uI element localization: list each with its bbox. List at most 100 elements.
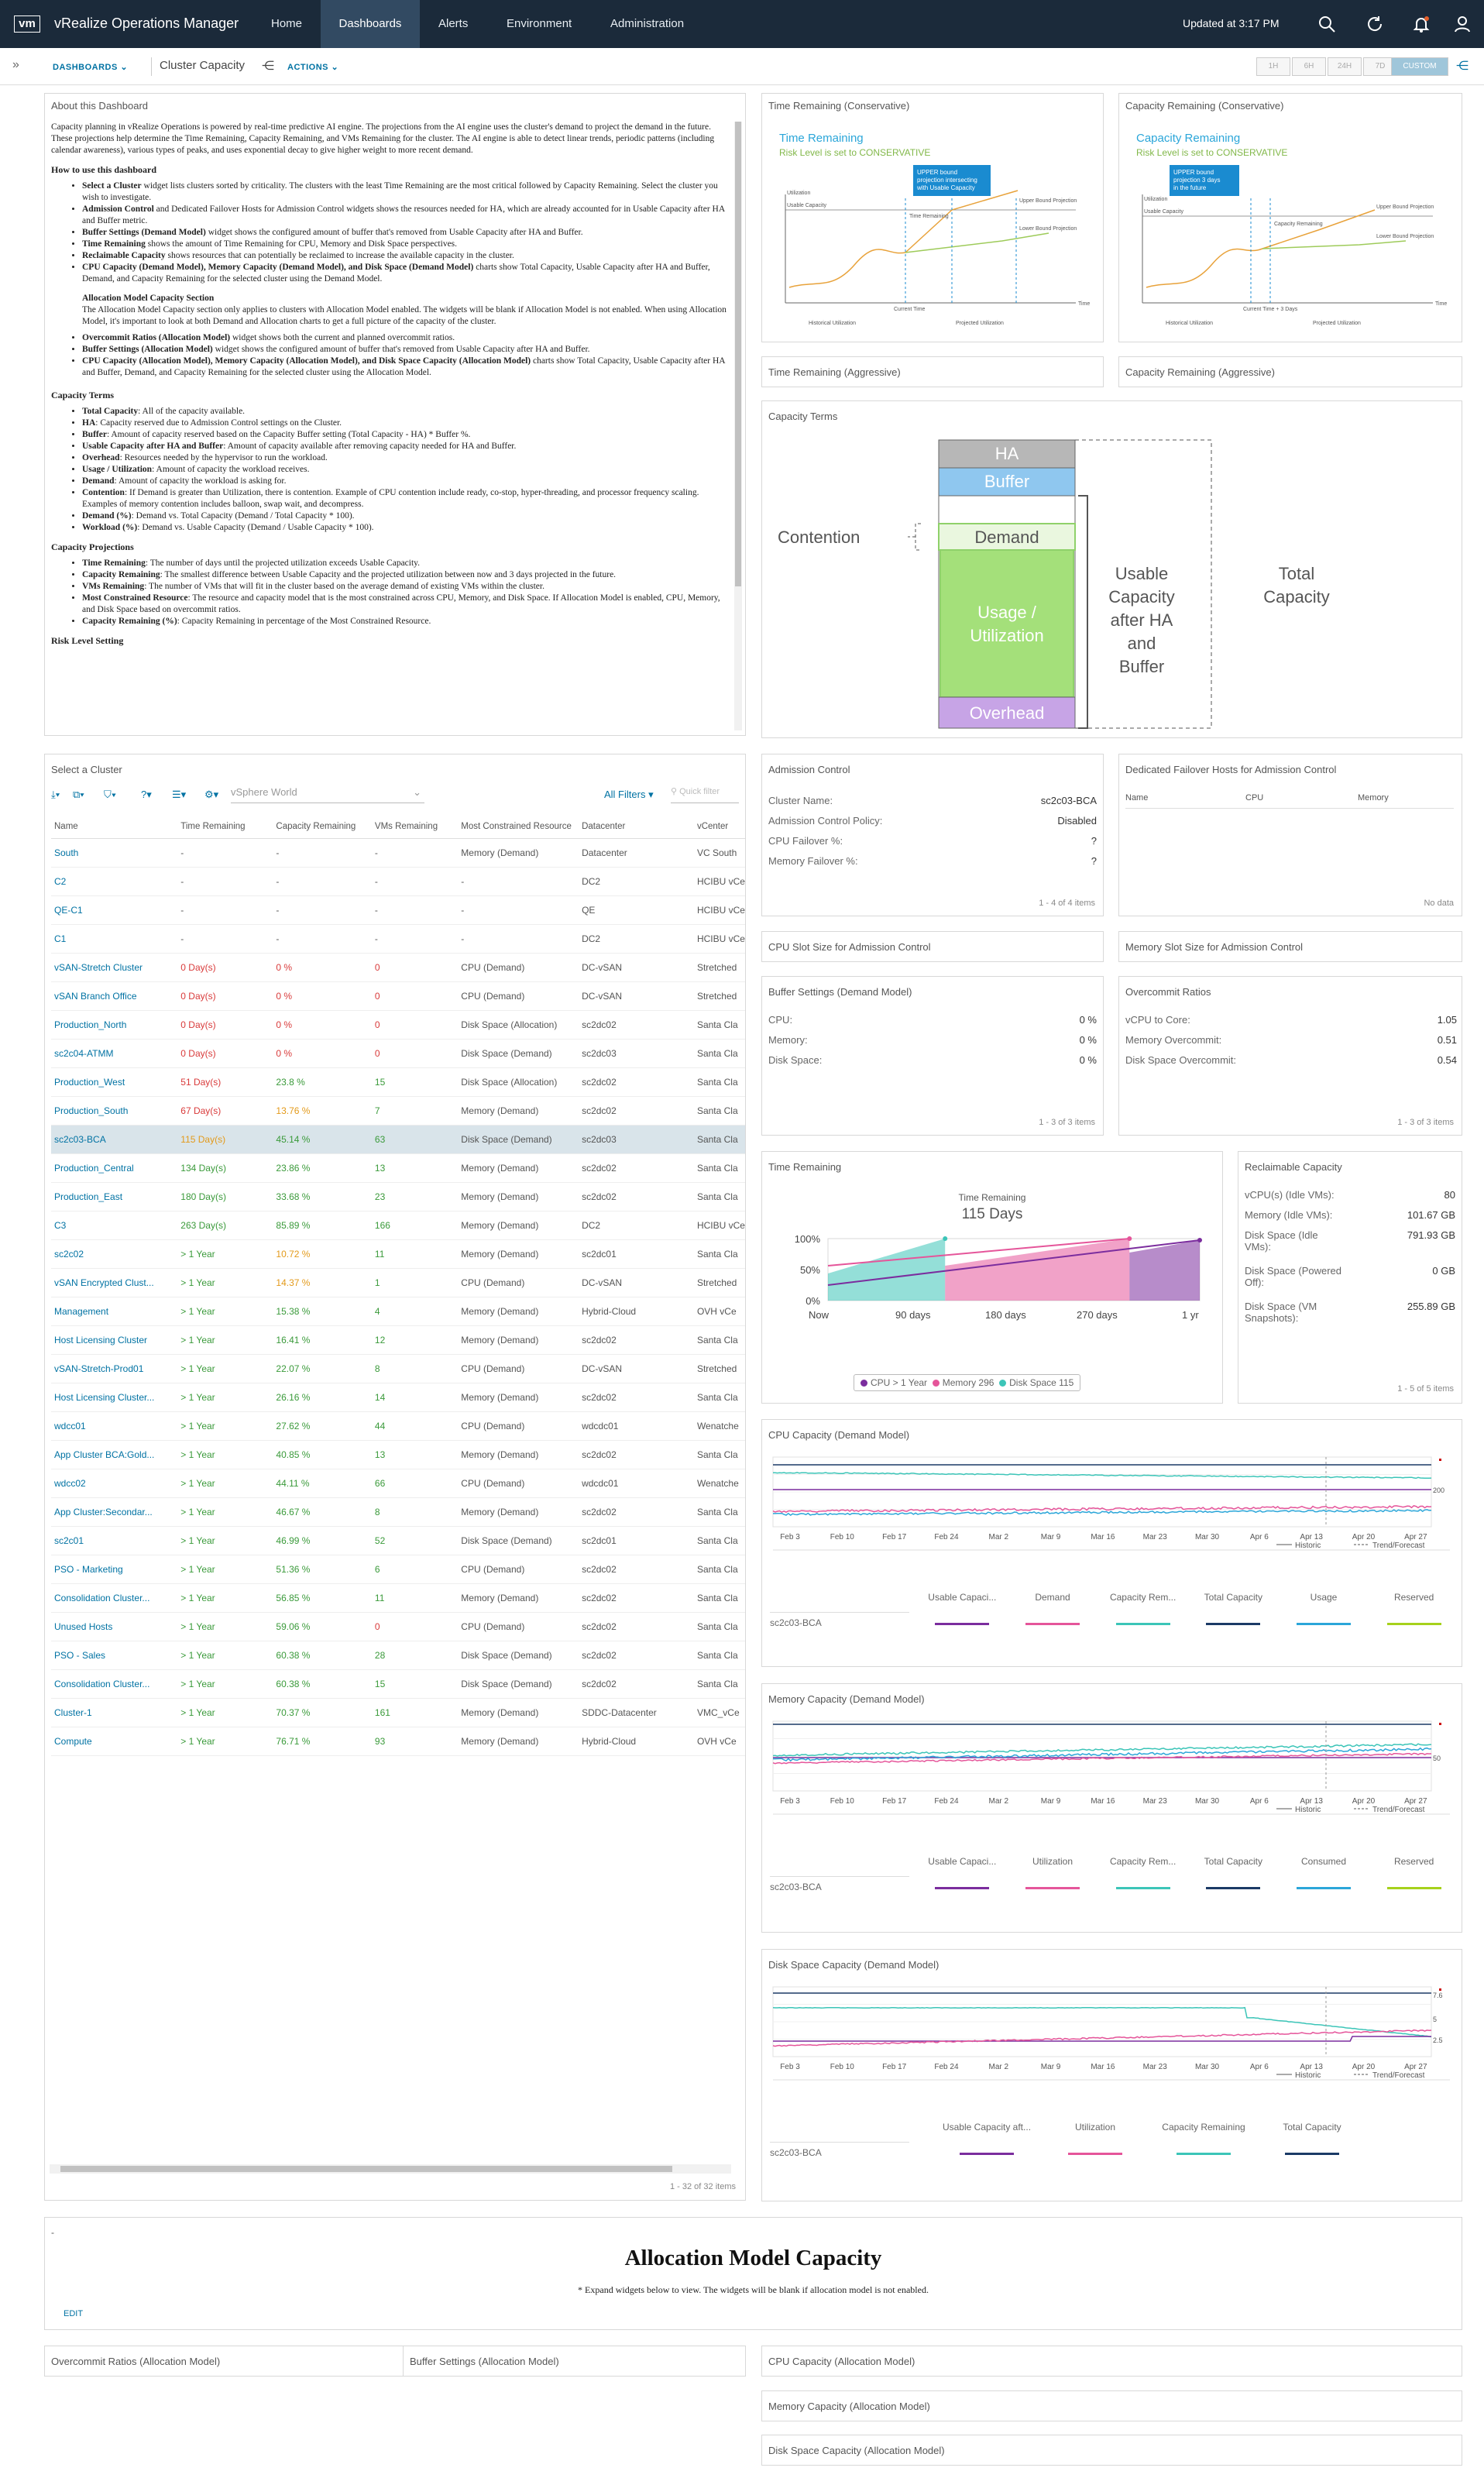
time-remaining-aggressive-widget[interactable]: Time Remaining (Aggressive) — [761, 356, 1104, 387]
legend-cpu[interactable]: CPU > 1 Year — [861, 1377, 927, 1388]
table-row[interactable]: PSO - Marketing > 1 Year 51.36 % 6 CPU (Dema… — [51, 1555, 745, 1584]
object-name[interactable]: sc2c03-BCA — [770, 1612, 909, 1628]
horizontal-scrollbar[interactable] — [50, 2164, 731, 2174]
cluster-name-link[interactable]: Management — [51, 1297, 178, 1326]
toolbar-help-icon[interactable]: ?▾ — [141, 789, 152, 800]
table-row[interactable]: wdcc02 > 1 Year 44.11 % 66 CPU (Demand) wdcdc… — [51, 1469, 745, 1498]
table-row[interactable]: vSAN Branch Office 0 Day(s) 0 % 0 CPU (Deman… — [51, 981, 745, 1011]
series-header[interactable]: Consumed — [1300, 1856, 1347, 1867]
cluster-name-link[interactable]: vSAN Encrypted Clust... — [51, 1268, 178, 1297]
table-row[interactable]: Host Licensing Cluster > 1 Year 16.41 % 12 M… — [51, 1325, 745, 1355]
series-header[interactable]: Capacity Remaining — [1162, 2122, 1245, 2133]
table-row[interactable]: App Cluster:Secondar... > 1 Year 46.67 % 8 M… — [51, 1497, 745, 1527]
buffer-allocation-widget[interactable]: Buffer Settings (Allocation Model) — [403, 2346, 746, 2377]
cluster-name-link[interactable]: Production_South — [51, 1096, 178, 1126]
quick-filter-input[interactable]: ⚲ Quick filter — [671, 786, 739, 803]
toolbar-filter-icon[interactable]: ⛉▾ — [104, 789, 117, 800]
cluster-name-link[interactable]: Host Licensing Cluster... — [51, 1383, 178, 1412]
cluster-name-link[interactable]: QE-C1 — [51, 895, 178, 925]
table-row[interactable]: Production_West 51 Day(s) 23.8 % 15 Disk Spa… — [51, 1067, 745, 1097]
column-header[interactable]: Most Constrained Resource — [458, 815, 579, 839]
table-row[interactable]: C1- - - - DC2 HCIBU vCe — [51, 924, 745, 954]
refresh-icon[interactable] — [1365, 14, 1385, 34]
cluster-name-link[interactable]: Production_Central — [51, 1153, 178, 1183]
table-row[interactable]: sc2c02 > 1 Year 10.72 % 11 Memory (Demand) sc… — [51, 1239, 745, 1269]
cluster-name-link[interactable]: C2 — [51, 867, 178, 896]
legend-memory[interactable]: Memory 296 — [932, 1377, 994, 1388]
cluster-name-link[interactable]: Unused Hosts — [51, 1612, 178, 1641]
series-header[interactable]: Total Capacity — [1204, 1856, 1263, 1867]
column-header[interactable]: vCenter — [693, 815, 745, 839]
column-header[interactable]: Capacity Remaining — [273, 815, 372, 839]
cluster-name-link[interactable]: Consolidation Cluster... — [51, 1583, 178, 1613]
cluster-name-link[interactable]: Production_West — [51, 1067, 178, 1097]
column-header[interactable]: Datacenter — [579, 815, 694, 839]
table-row[interactable]: vSAN-Stretch-Prod01 > 1 Year 22.07 % 8 CPU (… — [51, 1354, 745, 1383]
expand-sidebar-icon[interactable]: » — [12, 58, 19, 71]
all-filters-button[interactable]: All Filters ▾ — [604, 789, 654, 800]
scrollbar[interactable] — [734, 122, 742, 730]
series-header[interactable]: Usable Capaci... — [928, 1856, 997, 1867]
table-row[interactable]: vSAN-Stretch Cluster 0 Day(s) 0 % 0 CPU (Dem… — [51, 953, 745, 982]
series-header[interactable]: Total Capacity — [1283, 2122, 1341, 2133]
table-row[interactable]: Consolidation Cluster... > 1 Year 56.85 % 1… — [51, 1583, 745, 1613]
table-row[interactable]: Production_South 67 Day(s) 13.76 % 7 Memory … — [51, 1096, 745, 1126]
cluster-name-link[interactable]: C3 — [51, 1211, 178, 1240]
search-icon[interactable] — [1317, 14, 1337, 34]
series-header[interactable]: Total Capacity — [1204, 1592, 1263, 1603]
object-name[interactable]: sc2c03-BCA — [770, 1876, 909, 1892]
table-row[interactable]: QE-C1- - - - QE HCIBU vCe — [51, 895, 745, 925]
table-row[interactable]: C2- - - - DC2 HCIBU vCe — [51, 867, 745, 896]
bell-icon[interactable] — [1411, 14, 1431, 34]
cluster-name-link[interactable]: Consolidation Cluster... — [51, 1669, 178, 1699]
column-header[interactable]: Memory — [1358, 793, 1389, 803]
cluster-name-link[interactable]: vSAN-Stretch Cluster — [51, 953, 178, 982]
column-header[interactable]: Name — [51, 815, 178, 839]
table-row[interactable]: C3 263 Day(s) 85.89 % 166 Memory (Demand) DC2… — [51, 1211, 745, 1240]
toolbar-list-icon[interactable]: ☰▾ — [172, 789, 187, 800]
memory-slot-size-widget[interactable]: Memory Slot Size for Admission Control — [1118, 931, 1462, 962]
cpu-allocation-widget[interactable]: CPU Capacity (Allocation Model) — [761, 2346, 1462, 2377]
disk-allocation-widget[interactable]: Disk Space Capacity (Allocation Model) — [761, 2435, 1462, 2466]
legend-disk[interactable]: Disk Space 115 — [999, 1377, 1073, 1388]
share-icon[interactable]: ⋲ — [262, 60, 274, 73]
share-dashboard-icon[interactable]: ⋲ — [1456, 60, 1469, 73]
table-row[interactable]: Management > 1 Year 15.38 % 4 Memory (Demand… — [51, 1297, 745, 1326]
nav-home[interactable]: Home — [271, 17, 303, 30]
cluster-name-link[interactable]: App Cluster BCA:Gold... — [51, 1440, 178, 1469]
cpu-slot-size-widget[interactable]: CPU Slot Size for Admission Control — [761, 931, 1104, 962]
cluster-name-link[interactable]: C1 — [51, 924, 178, 954]
user-icon[interactable] — [1453, 14, 1473, 34]
edit-button[interactable]: EDIT — [64, 2309, 84, 2318]
table-row[interactable]: Compute > 1 Year 76.71 % 93 Memory (Demand) H… — [51, 1727, 745, 1756]
table-row[interactable]: App Cluster BCA:Gold... > 1 Year 40.85 % 13… — [51, 1440, 745, 1469]
series-header[interactable]: Demand — [1035, 1592, 1070, 1603]
table-row[interactable]: South - - - Memory (Demand) Datacenter VC Sout… — [51, 838, 745, 868]
series-header[interactable]: Usable Capacity aft... — [942, 2122, 1032, 2133]
table-row[interactable]: Unused Hosts > 1 Year 59.06 % 0 CPU (Demand)… — [51, 1612, 745, 1641]
table-row[interactable]: Production_Central 134 Day(s) 23.86 % 13 Mem… — [51, 1153, 745, 1183]
series-header[interactable]: Reserved — [1393, 1592, 1434, 1603]
column-header[interactable]: Time Remaining — [177, 815, 273, 839]
time-range-6h[interactable]: 6H — [1292, 57, 1326, 76]
vsphere-world-select[interactable]: vSphere World ⌄ — [231, 786, 424, 803]
time-range-custom[interactable]: CUSTOM — [1391, 57, 1448, 76]
memory-allocation-widget[interactable]: Memory Capacity (Allocation Model) — [761, 2390, 1462, 2421]
column-header[interactable]: Name — [1125, 793, 1149, 803]
cluster-name-link[interactable]: sc2c02 — [51, 1239, 178, 1269]
toolbar-action-icon[interactable]: ⤓▾ — [51, 789, 60, 800]
cluster-name-link[interactable]: sc2c04-ATMM — [51, 1039, 178, 1068]
table-row[interactable]: PSO - Sales > 1 Year 60.38 % 28 Disk Space (… — [51, 1641, 745, 1670]
cluster-name-link[interactable]: Compute — [51, 1727, 178, 1756]
table-row[interactable]: Production_North 0 Day(s) 0 % 0 Disk Space (… — [51, 1010, 745, 1040]
toolbar-gear-icon[interactable]: ⚙▾ — [204, 789, 219, 800]
column-header[interactable]: VMs Remaining — [371, 815, 459, 839]
series-header[interactable]: Capacity Rem... — [1109, 1592, 1177, 1603]
cluster-name-link[interactable]: sc2c03-BCA — [51, 1125, 178, 1154]
time-range-24h[interactable]: 24H — [1328, 57, 1362, 76]
series-header[interactable]: Reserved — [1393, 1856, 1434, 1867]
cluster-name-link[interactable]: App Cluster:Secondar... — [51, 1497, 178, 1527]
dashboards-menu[interactable]: DASHBOARDS ⌄ — [53, 63, 129, 72]
series-header[interactable]: Utilization — [1032, 1856, 1073, 1867]
cluster-name-link[interactable]: Host Licensing Cluster — [51, 1325, 178, 1355]
